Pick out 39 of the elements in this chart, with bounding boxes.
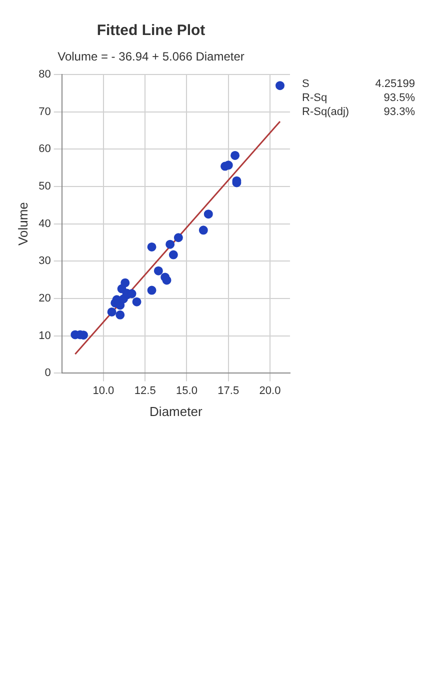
point	[230, 150, 240, 160]
text: 4.25199	[375, 78, 415, 90]
point	[116, 310, 125, 320]
x-tick-label: 12.5	[134, 384, 156, 397]
y-tick-label: 70	[38, 106, 51, 118]
text: S	[302, 78, 310, 90]
y-axis-title: Volume	[15, 202, 30, 246]
y-tick-label: 20	[38, 292, 51, 305]
y-tick-label: 40	[38, 218, 51, 230]
y-tick-label: 10	[38, 330, 51, 342]
point	[147, 286, 156, 295]
y-tick-label: 80	[38, 68, 51, 80]
point	[154, 266, 163, 276]
point	[147, 242, 156, 252]
point	[120, 278, 130, 288]
point	[276, 81, 285, 90]
x-tick-label: 15.0	[176, 384, 198, 397]
chart-subtitle: Volume = - 36.94 + 5.066 Diameter	[58, 50, 244, 64]
point	[132, 297, 142, 306]
point	[198, 226, 208, 235]
y-tick-label: 30	[38, 255, 51, 268]
point	[168, 250, 178, 260]
point	[204, 210, 213, 219]
chart-title: Fitted Line Plot	[96, 22, 206, 40]
y-tick-label: 50	[38, 180, 51, 192]
text: R-Sq(adj)	[302, 106, 350, 118]
text: 93.3%	[384, 106, 416, 118]
y-tick-label: 0	[44, 367, 51, 380]
x-axis-title: Diameter	[150, 404, 203, 419]
point	[107, 307, 116, 316]
point	[166, 240, 175, 249]
point	[162, 276, 172, 285]
x-tick-label: 10.0	[92, 384, 114, 397]
text: R-Sq	[302, 92, 328, 104]
y-tick-label: 60	[38, 143, 51, 156]
x-tick-label: 20.0	[259, 384, 281, 397]
text: 93.5%	[384, 92, 416, 104]
x-tick-label: 17.5	[218, 384, 240, 397]
point	[174, 233, 183, 242]
